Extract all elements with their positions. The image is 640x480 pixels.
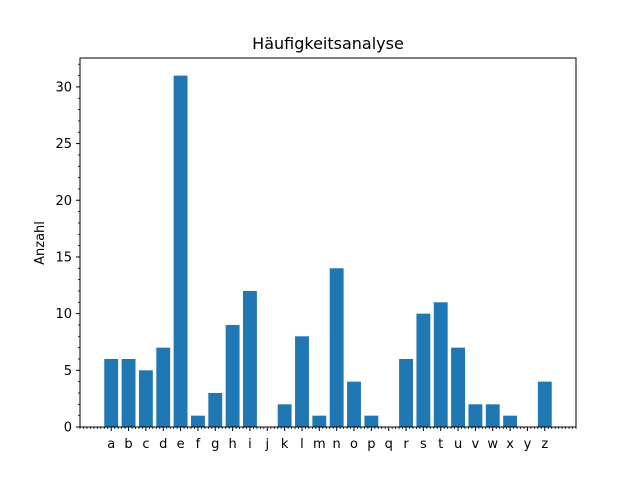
bar-p [364,415,379,427]
bar-l [295,336,309,427]
x-tick-label-i: i [248,437,252,452]
x-tick-label-r: r [403,437,409,452]
y-tick-label: 25 [55,137,72,152]
bar-i [243,290,257,427]
bar-u [451,347,466,427]
x-tick-label-g: g [211,437,219,452]
x-tick-label-l: l [300,437,304,452]
x-tick-label-n: n [333,437,341,452]
x-tick-label-m: m [313,437,326,452]
bar-a [104,358,119,427]
bars-group [104,75,552,428]
x-tick-label-w: w [487,437,498,452]
bar-m [312,415,327,427]
bar-k [277,404,292,427]
x-tick-label-d: d [159,437,167,452]
y-ticks: 0 5 10 15 20 25 30 [55,80,80,436]
x-tick-label-u: u [454,437,462,452]
bar-w [485,404,500,427]
x-tick-label-f: f [196,437,201,452]
bar-e [173,75,188,428]
x-tick-label-s: s [420,437,427,452]
y-tick-label: 0 [64,421,72,436]
x-tick-label-j: j [264,437,269,452]
bar-g [208,392,223,427]
bar-h [225,324,240,427]
x-tick-label-q: q [385,437,393,452]
x-tick-label-v: v [472,437,480,452]
bar-s [416,313,431,427]
x-tick-label-z: z [541,437,548,452]
y-tick-label: 30 [55,80,72,95]
y-tick-label: 10 [55,307,72,322]
x-tick-label-a: a [107,437,115,452]
y-tick-label: 5 [64,364,72,379]
y-tick-label: 20 [55,194,72,209]
x-tick-label-e: e [177,437,185,452]
x-tick-label-t: t [438,437,443,452]
chart-title: Häufigkeitsanalyse [252,34,404,53]
x-tick-label-b: b [124,437,132,452]
bar-t [433,302,448,427]
bar-x [503,415,518,427]
bar-b [121,358,136,427]
bar-d [156,347,171,427]
bar-o [347,381,361,427]
x-tick-label-y: y [524,437,532,452]
y-axis-label: Anzahl [33,221,48,265]
bar-n [329,268,344,427]
x-tick-label-k: k [281,437,289,452]
bar-z [537,381,552,427]
x-tick-label-p: p [367,437,375,452]
bar-v [468,404,483,427]
x-tick-label-h: h [228,437,236,452]
bar-c [138,370,153,427]
plot-frame [79,57,577,428]
bar-f [190,415,205,427]
x-tick-label-x: x [506,437,514,452]
bar-r [399,358,413,427]
x-tick-label-c: c [142,437,149,452]
y-tick-label: 15 [55,250,72,265]
x-tick-label-o: o [350,437,358,452]
